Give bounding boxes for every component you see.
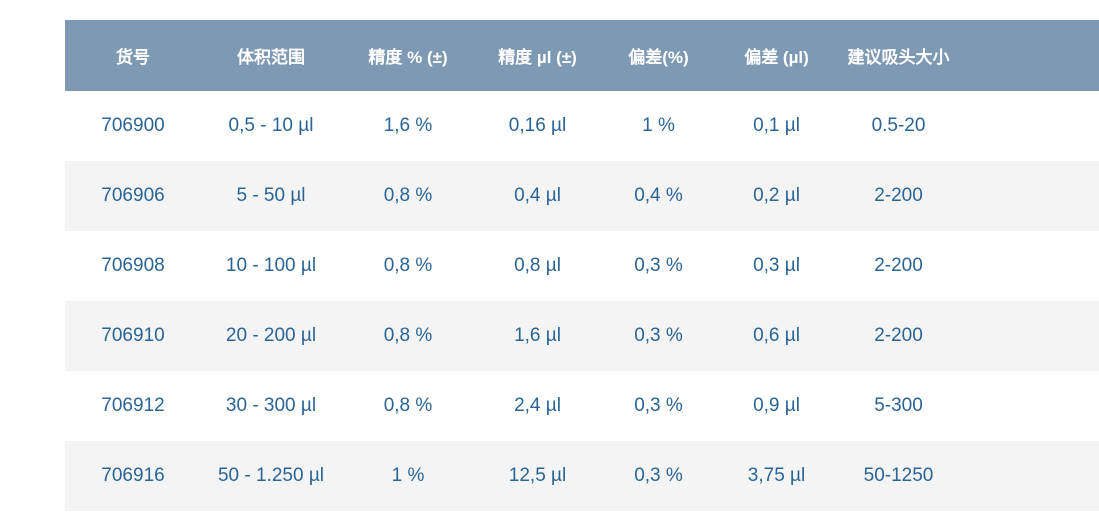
- cell-accuracy-ul: 1,6 µl: [514, 325, 561, 346]
- table-row: 706908 10 - 100 µl 0,8 % 0,8 µl 0,3 % 0,…: [65, 231, 1099, 301]
- cell-deviation-percent: 0,3 %: [634, 395, 683, 416]
- cell-item-number: 706900: [101, 115, 165, 136]
- spacer-cell: [961, 91, 1099, 161]
- cell-deviation-ul: 0,6 µl: [753, 325, 800, 346]
- cell-tip-size: 50-1250: [863, 465, 934, 486]
- cell-tip-size: 2-200: [874, 185, 923, 206]
- cell-accuracy-ul: 0,8 µl: [514, 255, 561, 276]
- cell-deviation-percent: 0,3 %: [634, 325, 683, 346]
- cell-tip-size: 2-200: [874, 325, 923, 346]
- cell-deviation-ul: 3,75 µl: [747, 465, 806, 486]
- spacer-cell: [961, 301, 1099, 371]
- cell-accuracy-percent: 0,8 %: [383, 255, 433, 276]
- table-row: 706912 30 - 300 µl 0,8 % 2,4 µl 0,3 % 0,…: [65, 371, 1099, 441]
- column-header-accuracy-ul: 精度 µl (±): [475, 20, 600, 91]
- cell-volume-range: 30 - 300 µl: [225, 395, 317, 416]
- cell-volume-range: 0,5 - 10 µl: [228, 115, 314, 136]
- table-row: 706906 5 - 50 µl 0,8 % 0,4 µl 0,4 % 0,2 …: [65, 161, 1099, 231]
- cell-deviation-percent: 0,3 %: [634, 255, 683, 276]
- table-row: 706900 0,5 - 10 µl 1,6 % 0,16 µl 1 % 0,1…: [65, 91, 1099, 161]
- column-header-deviation-ul: 偏差 (µl): [717, 20, 836, 91]
- pipette-specs-table: 货号 体积范围 精度 % (±) 精度 µl (±) 偏差(%) 偏差 (µl)…: [65, 20, 1099, 511]
- header-row: 货号 体积范围 精度 % (±) 精度 µl (±) 偏差(%) 偏差 (µl)…: [65, 20, 1099, 91]
- cell-tip-size: 5-300: [874, 395, 923, 416]
- cell-accuracy-ul: 0,4 µl: [514, 185, 561, 206]
- cell-deviation-percent: 1 %: [642, 115, 675, 136]
- column-header-volume-range: 体积范围: [201, 20, 341, 91]
- cell-deviation-percent: 0,3 %: [634, 465, 683, 486]
- cell-item-number: 706908: [101, 255, 165, 276]
- cell-volume-range: 50 - 1.250 µl: [217, 465, 324, 486]
- cell-item-number: 706916: [101, 465, 165, 486]
- header-spacer: [961, 20, 1099, 91]
- cell-volume-range: 5 - 50 µl: [236, 185, 306, 206]
- specs-table-container: 货号 体积范围 精度 % (±) 精度 µl (±) 偏差(%) 偏差 (µl)…: [65, 20, 1099, 511]
- column-header-deviation-percent: 偏差(%): [600, 20, 717, 91]
- cell-deviation-ul: 0,3 µl: [753, 255, 800, 276]
- column-header-tip-size: 建议吸头大小: [836, 20, 961, 91]
- cell-accuracy-percent: 0,8 %: [383, 395, 433, 416]
- cell-item-number: 706906: [101, 185, 165, 206]
- table-row: 706910 20 - 200 µl 0,8 % 1,6 µl 0,3 % 0,…: [65, 301, 1099, 371]
- spacer-cell: [961, 231, 1099, 301]
- cell-item-number: 706912: [101, 395, 165, 416]
- cell-volume-range: 10 - 100 µl: [225, 255, 317, 276]
- spacer-cell: [961, 161, 1099, 231]
- cell-accuracy-percent: 0,8 %: [383, 325, 433, 346]
- cell-deviation-percent: 0,4 %: [634, 185, 683, 206]
- cell-deviation-ul: 0,2 µl: [753, 185, 800, 206]
- cell-accuracy-percent: 1 %: [391, 465, 425, 486]
- cell-accuracy-ul: 0,16 µl: [508, 115, 567, 136]
- cell-accuracy-percent: 1,6 %: [383, 115, 433, 136]
- column-header-item-number: 货号: [65, 20, 201, 91]
- cell-volume-range: 20 - 200 µl: [225, 325, 317, 346]
- cell-deviation-ul: 0,1 µl: [753, 115, 800, 136]
- column-header-accuracy-percent: 精度 % (±): [341, 20, 475, 91]
- spacer-cell: [961, 441, 1099, 511]
- spacer-cell: [961, 371, 1099, 441]
- cell-deviation-ul: 0,9 µl: [753, 395, 800, 416]
- table-row: 706916 50 - 1.250 µl 1 % 12,5 µl 0,3 % 3…: [65, 441, 1099, 511]
- cell-accuracy-ul: 12,5 µl: [508, 465, 567, 486]
- cell-accuracy-percent: 0,8 %: [383, 185, 433, 206]
- cell-tip-size: 2-200: [874, 255, 923, 276]
- cell-accuracy-ul: 2,4 µl: [514, 395, 561, 416]
- cell-tip-size: 0.5-20: [871, 115, 926, 136]
- cell-item-number: 706910: [101, 325, 165, 346]
